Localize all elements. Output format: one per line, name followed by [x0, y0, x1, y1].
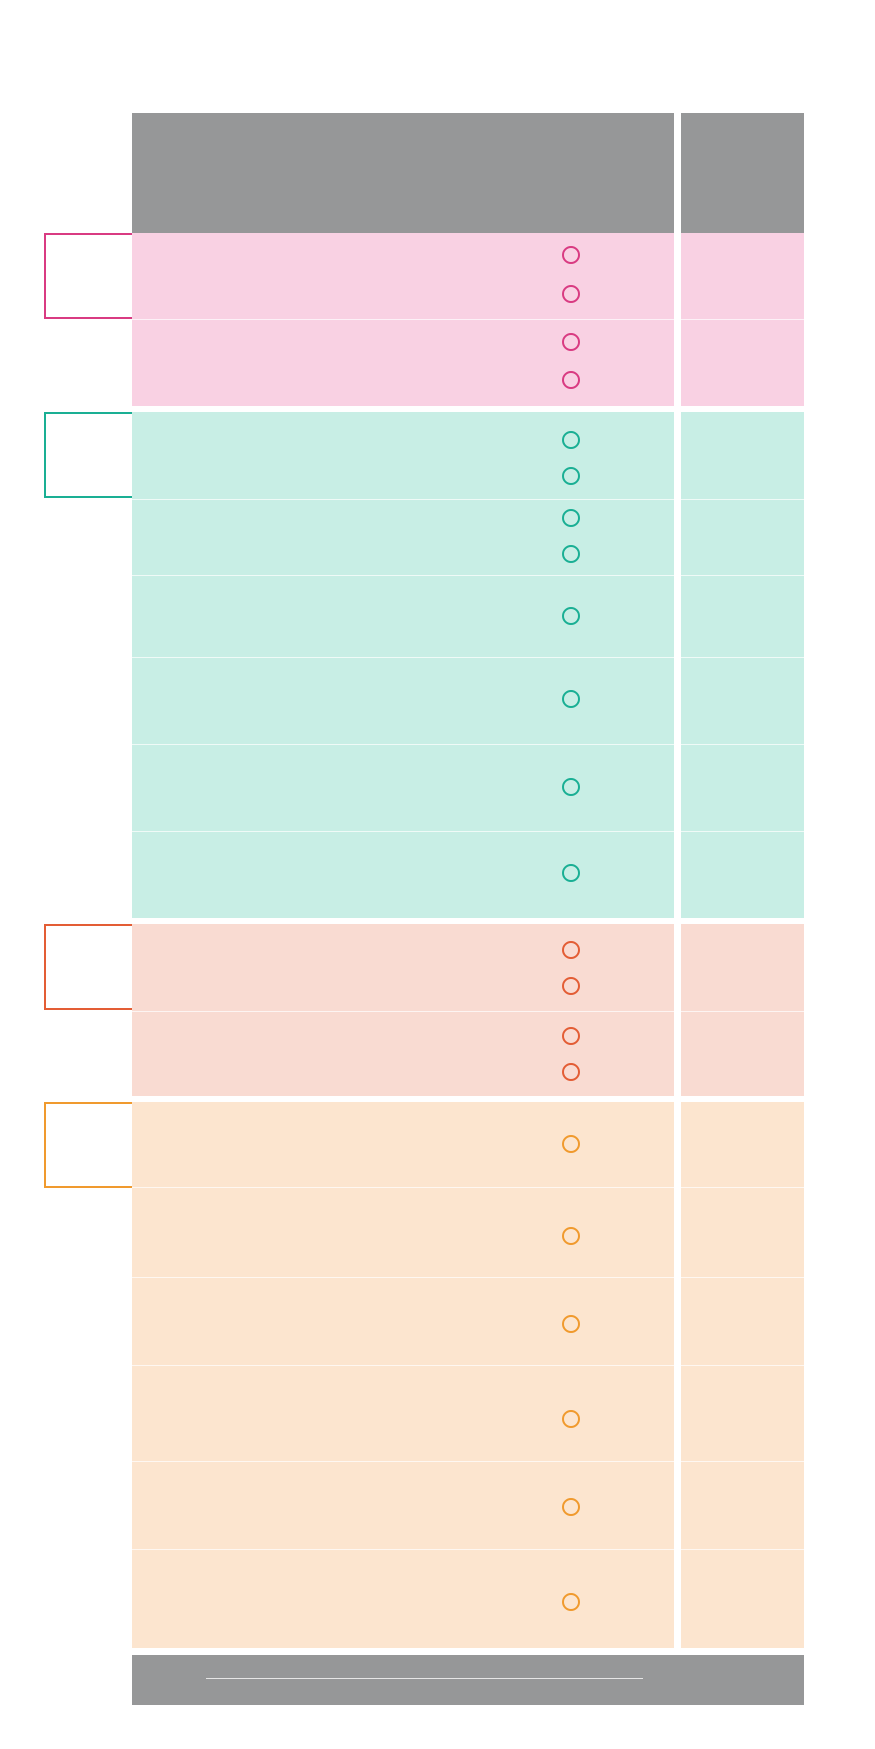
circle-outline-icon — [562, 1315, 580, 1333]
circle-outline-icon — [562, 607, 580, 625]
circle-outline-icon — [562, 941, 580, 959]
circle-outline-icon — [562, 864, 580, 882]
peach-group-bracket-icon — [44, 1102, 132, 1188]
teal-group-bracket-icon — [44, 412, 132, 498]
teal-group-side-cell — [681, 412, 804, 500]
circle-outline-icon — [562, 1135, 580, 1153]
coral-group-row — [132, 1012, 674, 1096]
peach-group-side-cell — [681, 1462, 804, 1550]
circle-outline-icon — [562, 1063, 580, 1081]
circle-outline-icon — [562, 545, 580, 563]
peach-group-row — [132, 1462, 674, 1550]
circle-outline-icon — [562, 431, 580, 449]
teal-group-side-cell — [681, 832, 804, 918]
teal-group-side-cell — [681, 658, 804, 745]
coral-group-side-cell — [681, 924, 804, 1012]
table-footer — [132, 1655, 804, 1705]
footer-divider — [206, 1678, 643, 1679]
peach-group-side-cell — [681, 1102, 804, 1188]
peach-group-row — [132, 1366, 674, 1462]
teal-group-row — [132, 576, 674, 658]
peach-group-row — [132, 1550, 674, 1648]
teal-group-row — [132, 412, 674, 500]
peach-group-side-cell — [681, 1278, 804, 1366]
circle-outline-icon — [562, 977, 580, 995]
circle-outline-icon — [562, 1027, 580, 1045]
pink-group-row — [132, 233, 674, 320]
circle-outline-icon — [562, 1498, 580, 1516]
coral-group-row — [132, 924, 674, 1012]
circle-outline-icon — [562, 333, 580, 351]
coral-group-bracket-icon — [44, 924, 132, 1010]
circle-outline-icon — [562, 778, 580, 796]
circle-outline-icon — [562, 1593, 580, 1611]
teal-group-side-cell — [681, 576, 804, 658]
table-header-main — [132, 113, 674, 233]
circle-outline-icon — [562, 509, 580, 527]
pink-group-side-cell — [681, 320, 804, 406]
teal-group-side-cell — [681, 500, 804, 576]
circle-outline-icon — [562, 1410, 580, 1428]
teal-group-row — [132, 832, 674, 918]
circle-outline-icon — [562, 371, 580, 389]
circle-outline-icon — [562, 246, 580, 264]
circle-outline-icon — [562, 467, 580, 485]
teal-group-row — [132, 745, 674, 832]
peach-group-row — [132, 1188, 674, 1278]
peach-group-side-cell — [681, 1550, 804, 1648]
table-header-side — [681, 113, 804, 233]
teal-group-row — [132, 500, 674, 576]
pink-group-row — [132, 320, 674, 406]
circle-outline-icon — [562, 285, 580, 303]
circle-outline-icon — [562, 1227, 580, 1245]
teal-group-row — [132, 658, 674, 745]
pink-group-bracket-icon — [44, 233, 132, 319]
peach-group-side-cell — [681, 1188, 804, 1278]
peach-group-side-cell — [681, 1366, 804, 1462]
peach-group-row — [132, 1278, 674, 1366]
teal-group-side-cell — [681, 745, 804, 832]
pink-group-side-cell — [681, 233, 804, 320]
peach-group-row — [132, 1102, 674, 1188]
circle-outline-icon — [562, 690, 580, 708]
coral-group-side-cell — [681, 1012, 804, 1096]
